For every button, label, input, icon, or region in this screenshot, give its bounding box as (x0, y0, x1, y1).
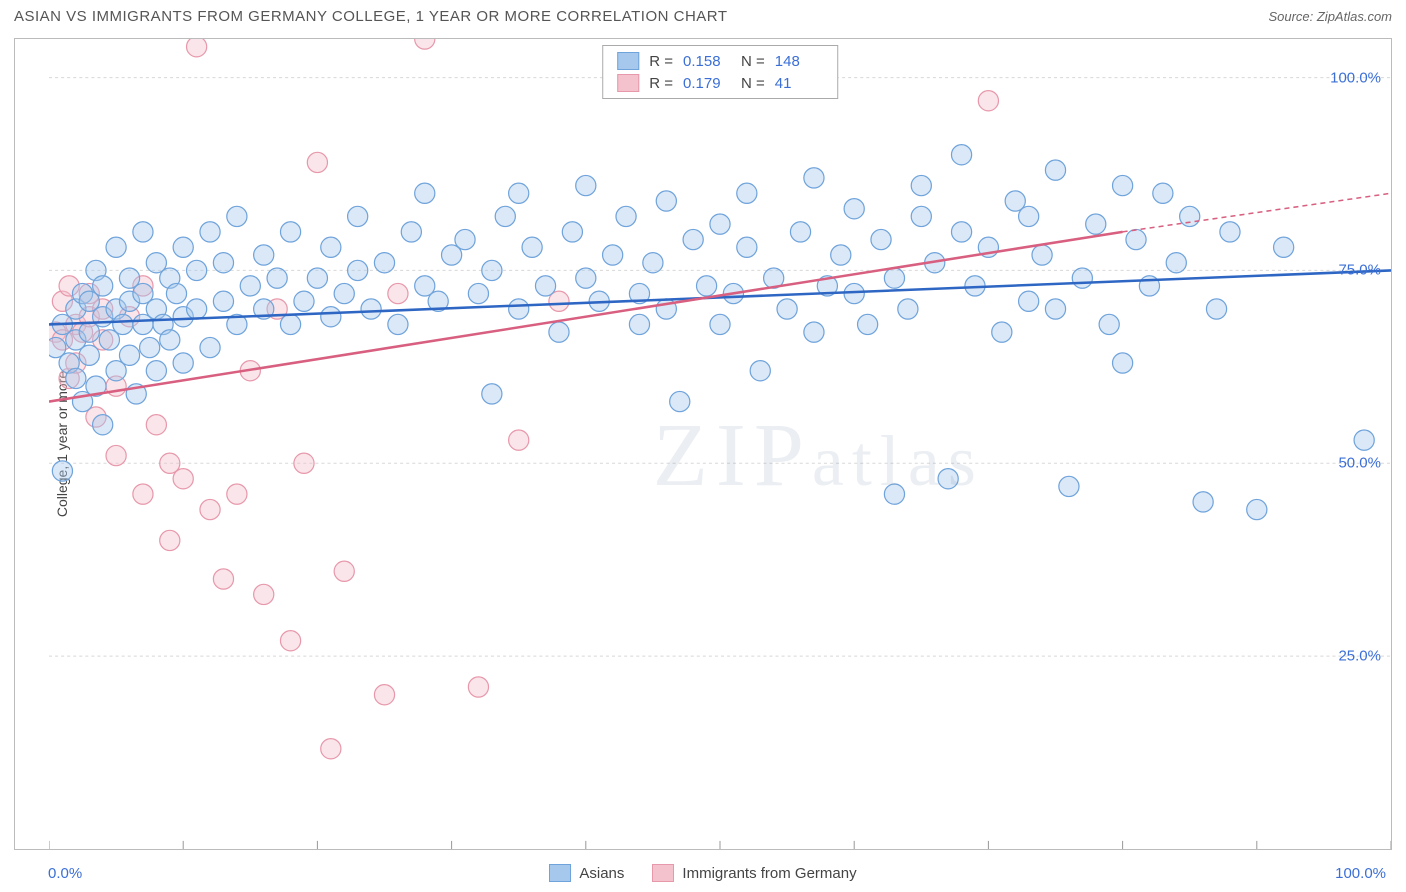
stats-box: R = 0.158 N = 148 R = 0.179 N = 41 (602, 45, 838, 99)
plot-area: ZIPatlas R = 0.158 N = 148 R = 0.179 N =… (49, 39, 1391, 849)
stat-r-asians: 0.158 (683, 53, 731, 70)
bottom-legend: 0.0% Asians Immigrants from Germany 100.… (0, 864, 1406, 882)
stats-row-germany: R = 0.179 N = 41 (603, 72, 837, 94)
chart-title: ASIAN VS IMMIGRANTS FROM GERMANY COLLEGE… (14, 8, 728, 25)
legend-label-germany: Immigrants from Germany (682, 865, 856, 882)
y-tick-label: 75.0% (1338, 262, 1381, 279)
swatch-germany (617, 74, 639, 92)
legend-swatch-germany (652, 864, 674, 882)
stat-label-r: R = (649, 75, 673, 92)
chart-area: College, 1 year or more ZIPatlas R = 0.1… (14, 38, 1392, 850)
legend-swatch-asians (549, 864, 571, 882)
stat-n-asians: 148 (775, 53, 823, 70)
stats-row-asians: R = 0.158 N = 148 (603, 50, 837, 72)
chart-header: ASIAN VS IMMIGRANTS FROM GERMANY COLLEGE… (0, 0, 1406, 31)
y-tick-label: 100.0% (1330, 69, 1381, 86)
legend-label-asians: Asians (579, 865, 624, 882)
legend-item-germany: Immigrants from Germany (652, 864, 856, 882)
x-axis-max: 100.0% (1335, 865, 1386, 882)
stat-n-germany: 41 (775, 75, 823, 92)
stat-r-germany: 0.179 (683, 75, 731, 92)
source-label: Source: ZipAtlas.com (1268, 9, 1392, 24)
y-tick-label: 25.0% (1338, 648, 1381, 665)
x-axis-min: 0.0% (48, 865, 82, 882)
stat-label-n: N = (741, 75, 765, 92)
stat-label-n: N = (741, 53, 765, 70)
swatch-asians (617, 52, 639, 70)
y-tick-label: 50.0% (1338, 455, 1381, 472)
stat-label-r: R = (649, 53, 673, 70)
legend-item-asians: Asians (549, 864, 624, 882)
